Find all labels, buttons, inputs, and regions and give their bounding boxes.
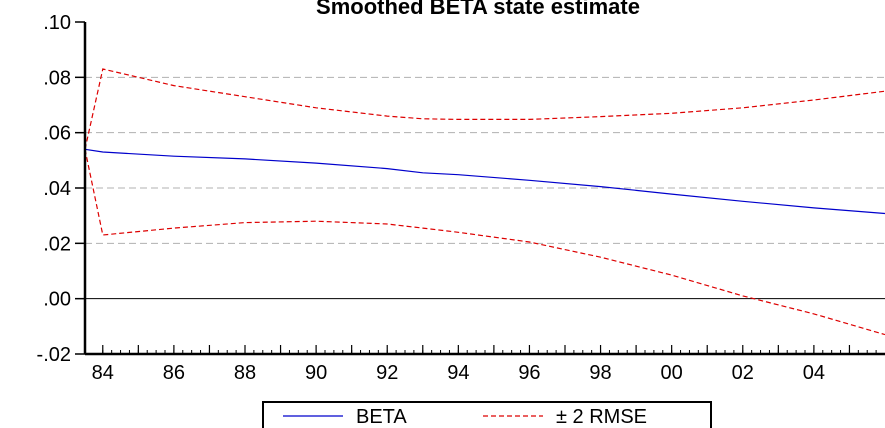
series-line-0 [84,148,885,215]
x-axis-ticks: 84 86 88 90 92 94 96 98 00 02 04 [92,345,877,384]
y-tick-label-6: .10 [43,12,71,34]
series-group [84,68,885,336]
legend-label-0: BETA [356,406,407,428]
series-line-1 [84,68,885,150]
grid [85,76,885,244]
x-tick-label-2: 88 [234,362,256,384]
chart-title: Smoothed BETA state estimate [316,0,640,19]
y-tick-label-0: -.02 [37,344,71,366]
x-tick-label-1: 86 [163,362,185,384]
y-tick-label-4: .06 [43,123,71,145]
y-axis-ticks: -.02 .00 .02 .04 .06 .08 .10 [37,12,85,366]
legend-box [262,401,712,428]
x-tick-label-8: 00 [661,362,683,384]
legend-label-1: ± 2 RMSE [556,406,647,428]
x-tick-label-6: 96 [518,362,540,384]
y-tick-label-1: .00 [43,289,71,311]
y-tick-label-3: .04 [43,178,71,200]
y-tick-label-5: .08 [43,67,71,89]
x-tick-label-5: 94 [447,362,469,384]
y-tick-label-2: .02 [43,233,71,255]
x-tick-label-10: 04 [803,362,825,384]
x-tick-label-4: 92 [376,362,398,384]
x-tick-label-0: 84 [92,362,114,384]
series-line-2 [84,149,885,336]
legend: BETA ± 2 RMSE [262,401,712,428]
x-tick-label-3: 90 [305,362,327,384]
legend-items: BETA ± 2 RMSE [283,406,647,428]
x-tick-label-7: 98 [589,362,611,384]
x-tick-label-9: 02 [732,362,754,384]
